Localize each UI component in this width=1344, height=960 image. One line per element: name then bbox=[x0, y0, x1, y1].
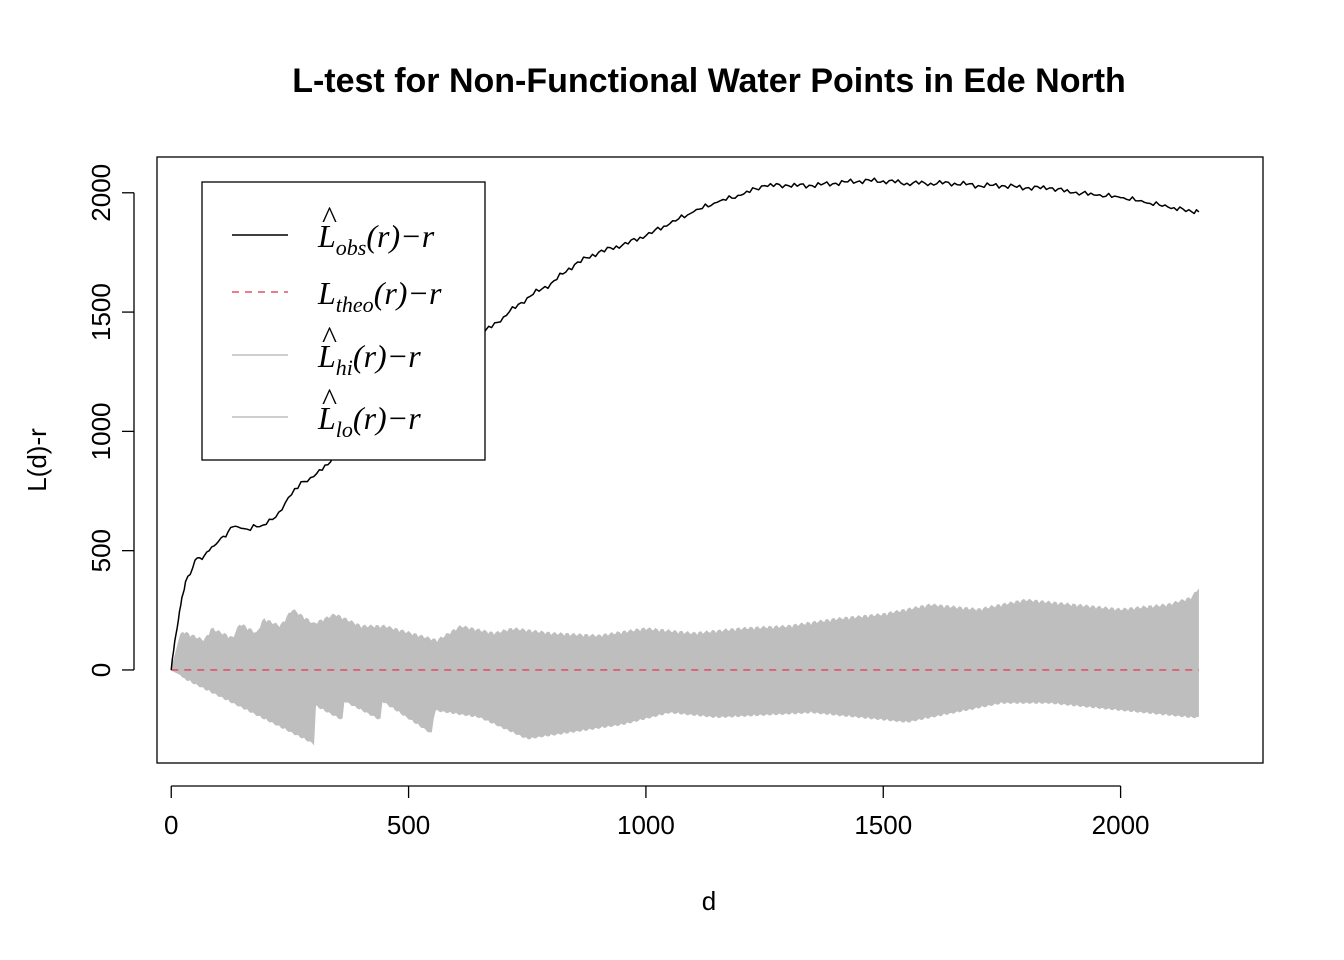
plot-frame bbox=[156, 156, 1264, 764]
y-tick-label: 1000 bbox=[86, 402, 116, 460]
legend-label-lo: Llo(r)−r bbox=[317, 400, 421, 442]
y-tick-label: 2000 bbox=[86, 164, 116, 222]
x-tick-label: 500 bbox=[387, 810, 430, 840]
y-axis-label: L(d)-r bbox=[22, 428, 52, 492]
series-lines bbox=[170, 177, 1200, 671]
legend-hat-hi: ^ bbox=[322, 319, 337, 355]
legend-label-theo: Ltheo(r)−r bbox=[317, 275, 442, 317]
x-tick-label: 1000 bbox=[617, 810, 675, 840]
legend-label-obs: Lobs(r)−r bbox=[317, 218, 435, 260]
legend-hat-lo: ^ bbox=[322, 381, 337, 417]
y-axis: 0 500 1000 1500 2000 bbox=[86, 164, 135, 677]
legend-hat-obs: ^ bbox=[322, 199, 337, 235]
x-tick-label: 2000 bbox=[1092, 810, 1150, 840]
y-tick-label: 1500 bbox=[86, 283, 116, 341]
y-tick-label: 500 bbox=[86, 529, 116, 572]
legend-box bbox=[201, 181, 486, 461]
envelope-band bbox=[170, 588, 1199, 746]
x-axis-label: d bbox=[702, 886, 716, 916]
x-tick-label: 1500 bbox=[854, 810, 912, 840]
legend-label-hi: Lhi(r)−r bbox=[317, 338, 421, 380]
x-tick-label: 0 bbox=[164, 810, 178, 840]
chart-title: L-test for Non-Functional Water Points i… bbox=[292, 62, 1126, 100]
envelope-fill bbox=[170, 588, 1199, 746]
obs-line bbox=[170, 177, 1200, 671]
y-tick-label: 0 bbox=[86, 663, 116, 677]
x-axis: 0 500 1000 1500 2000 bbox=[164, 785, 1150, 840]
